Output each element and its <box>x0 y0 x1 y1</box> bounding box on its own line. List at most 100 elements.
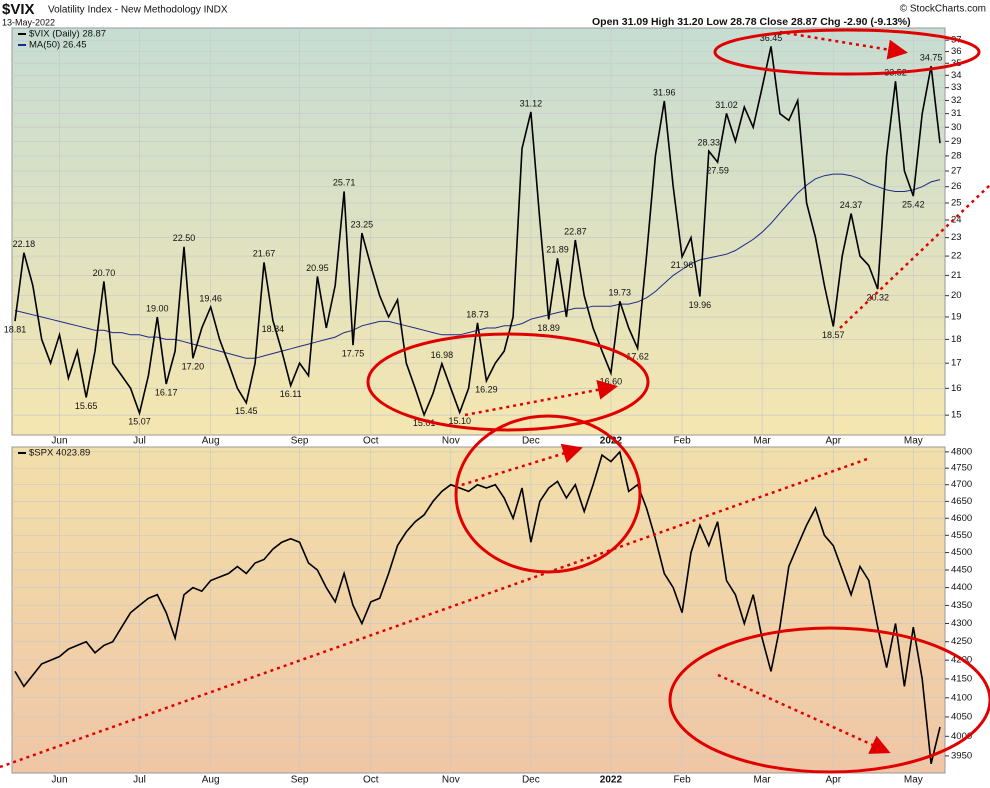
y-tick-label: 26 <box>951 181 962 192</box>
y-tick-label: 4700 <box>951 479 972 490</box>
x-tick-label: May <box>904 775 923 786</box>
data-label: 15.45 <box>235 406 258 416</box>
data-label: 24.37 <box>840 200 863 210</box>
legend-label: $SPX 4023.89 <box>29 448 90 459</box>
data-label: 21.67 <box>253 249 276 259</box>
annotations <box>0 28 990 774</box>
data-label: 17.62 <box>626 352 649 362</box>
x-tick-label: 2022 <box>600 775 623 786</box>
date: 13-May-2022 <box>2 17 55 27</box>
data-label: 22.50 <box>173 233 196 243</box>
y-tick-label: 25 <box>951 198 962 209</box>
y-tick-label: 33 <box>951 82 962 93</box>
data-label: 31.02 <box>715 100 738 110</box>
y-tick-label: 4400 <box>951 582 972 593</box>
data-label: 18.57 <box>822 330 845 340</box>
annotation-arrow <box>717 673 891 754</box>
y-tick-label: 15 <box>951 410 962 421</box>
data-label: 15.10 <box>448 416 471 426</box>
data-label: 16.29 <box>475 384 498 394</box>
y-tick-label: 36 <box>951 46 962 57</box>
data-label: 20.70 <box>93 268 116 278</box>
x-tick-label: Jun <box>51 436 67 447</box>
data-label: 17.20 <box>182 362 205 372</box>
data-label: 20.32 <box>866 292 889 302</box>
x-tick-label: Sep <box>291 436 309 447</box>
data-label: 15.07 <box>128 417 151 427</box>
x-tick-label: Feb <box>673 775 691 786</box>
data-label: 27.59 <box>706 165 729 175</box>
legend-label: MA(50) 26.45 <box>29 40 87 51</box>
data-label: 31.12 <box>520 98 543 108</box>
data-label: 31.96 <box>653 87 676 97</box>
data-label: 25.71 <box>333 178 356 188</box>
x-tick-label: Dec <box>522 775 540 786</box>
data-label: 15.01 <box>413 418 436 428</box>
series-line <box>14 46 941 418</box>
y-tick-label: 30 <box>951 122 962 133</box>
y-tick-label: 27 <box>951 166 962 177</box>
data-label: 21.89 <box>546 245 569 255</box>
data-label: 16.60 <box>600 376 623 386</box>
x-tick-label: 2022 <box>600 436 623 447</box>
x-tick-label: Apr <box>825 775 841 786</box>
x-tick-label: Sep <box>291 775 309 786</box>
data-label: 20.95 <box>306 263 329 273</box>
y-tick-label: 4300 <box>951 618 972 629</box>
x-tick-label: Nov <box>442 436 460 447</box>
data-label: 25.42 <box>902 199 925 209</box>
x-tick-label: Aug <box>202 775 220 786</box>
y-tick-label: 4100 <box>951 692 972 703</box>
data-label: 18.89 <box>537 323 560 333</box>
data-label: 19.46 <box>199 293 222 303</box>
credit: © StockCharts.com <box>900 4 986 15</box>
y-tick-label: 18 <box>951 334 962 345</box>
annotation-ellipse <box>668 626 990 774</box>
y-tick-label: 21 <box>951 270 962 281</box>
data-label: 16.98 <box>431 350 454 360</box>
x-tick-label: Jul <box>133 775 146 786</box>
y-tick-label: 22 <box>951 251 962 262</box>
y-tick-label: 4550 <box>951 530 972 541</box>
y-tick-label: 4050 <box>951 711 972 722</box>
series-line <box>14 173 941 359</box>
x-tick-label: Feb <box>673 436 691 447</box>
data-label: 34.75 <box>920 53 943 63</box>
data-label: 17.75 <box>342 349 365 359</box>
y-tick-label: 4800 <box>951 446 972 457</box>
y-tick-label: 32 <box>951 95 962 106</box>
data-label: 16.17 <box>155 387 178 397</box>
quote: Open 31.09 High 31.20 Low 28.78 Close 28… <box>592 16 911 28</box>
x-tick-label: Oct <box>363 775 379 786</box>
y-tick-label: 4000 <box>951 731 972 742</box>
y-tick-label: 34 <box>951 70 962 81</box>
spx-panel: 3950400040504100415042004250430043504400… <box>12 446 972 786</box>
data-label: 22.18 <box>13 239 36 249</box>
annotation-ellipse <box>366 332 650 432</box>
y-tick-label: 4450 <box>951 564 972 575</box>
x-tick-label: Oct <box>363 436 379 447</box>
y-tick-label: 23 <box>951 232 962 243</box>
y-tick-label: 31 <box>951 108 962 119</box>
legend-label: $VIX (Daily) 28.87 <box>29 29 106 40</box>
data-label: 28.33 <box>697 137 720 147</box>
panel-background <box>11 446 946 774</box>
symbol: $VIX <box>2 1 35 18</box>
data-label: 21.96 <box>671 260 694 270</box>
annotation-ellipse <box>713 28 981 76</box>
y-tick-label: 29 <box>951 136 962 147</box>
y-tick-label: 16 <box>951 383 962 394</box>
data-label: 19.00 <box>146 303 169 313</box>
x-tick-label: May <box>904 436 923 447</box>
y-tick-label: 17 <box>951 358 962 369</box>
x-tick-label: Nov <box>442 775 460 786</box>
data-label: 23.25 <box>351 220 374 230</box>
y-tick-label: 4500 <box>951 547 972 558</box>
data-label: 18.81 <box>4 325 27 335</box>
y-tick-label: 19 <box>951 311 962 322</box>
x-tick-label: Jun <box>51 775 67 786</box>
x-tick-label: Mar <box>753 775 771 786</box>
x-tick-label: Mar <box>753 436 771 447</box>
data-label: 16.11 <box>280 389 302 399</box>
